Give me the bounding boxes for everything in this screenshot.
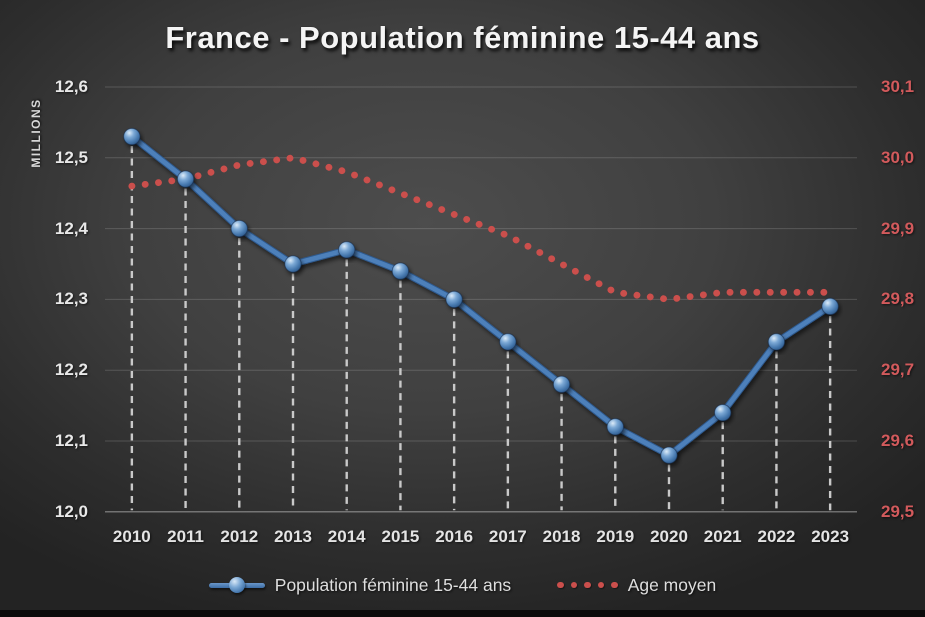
x-axis-tick: 2019 [596, 527, 635, 546]
series-population-markers [123, 127, 839, 464]
series-age-moyen-dotted-line [128, 154, 834, 303]
right-axis-tick: 29,8 [881, 289, 915, 309]
x-axis-tick: 2021 [703, 527, 742, 546]
right-axis-tick: 29,7 [881, 360, 915, 380]
legend-label-population: Population féminine 15-44 ans [274, 574, 512, 595]
age-moyen-dots [128, 154, 834, 303]
data-point-marker [391, 262, 410, 280]
data-point-marker [123, 127, 141, 146]
left-axis-tick: 12,2 [54, 360, 88, 380]
x-axis-tick: 2014 [327, 527, 366, 546]
x-axis-tick: 2023 [811, 527, 850, 546]
right-axis-tick: 29,9 [881, 218, 915, 238]
x-axis-tick: 2011 [167, 527, 204, 546]
gridlines [105, 86, 857, 442]
left-axis-tick: 12,0 [54, 501, 88, 521]
left-axis-tick: 12,5 [54, 147, 88, 167]
left-axis-tick: 12,4 [54, 218, 88, 238]
data-point-marker [338, 241, 356, 259]
data-point-marker [552, 375, 571, 394]
x-axis-tick: 2018 [542, 527, 581, 546]
x-axis-tick: 2022 [757, 527, 796, 546]
chart-title: France - Population féminine 15-44 ans [165, 20, 760, 55]
left-axis-tick: 12,3 [54, 289, 88, 309]
data-point-marker [445, 290, 463, 309]
legend-item-age-moyen: Age moyen [557, 575, 716, 596]
data-point-marker [176, 170, 195, 188]
blue-line-marker-icon [208, 577, 265, 593]
red-dots-icon [557, 581, 618, 589]
x-axis-tick: 2016 [435, 527, 474, 546]
series-population-line [128, 133, 834, 459]
right-axis-tick: 29,6 [881, 431, 915, 450]
data-point-marker [660, 446, 678, 464]
data-point-marker [714, 403, 732, 422]
left-axis-tick: 12,6 [54, 77, 88, 96]
legend-item-population: Population féminine 15-44 ans [208, 574, 512, 596]
x-axis-tick: 2013 [274, 527, 312, 546]
drop-lines [130, 146, 832, 511]
x-axis-tick: 2010 [112, 527, 151, 546]
data-point-marker [499, 333, 517, 351]
data-point-marker [821, 297, 839, 316]
bottom-black-strip [0, 610, 925, 617]
legend-label-age-moyen: Age moyen [627, 574, 717, 595]
x-axis-tick: 2012 [220, 527, 259, 546]
data-point-marker [230, 219, 248, 238]
data-point-marker [284, 255, 302, 273]
chart-legend: Population féminine 15-44 ans Age moyen [0, 570, 925, 600]
data-point-marker [606, 418, 624, 436]
x-axis-tick: 2020 [650, 527, 688, 546]
right-axis-tick: 30,0 [881, 147, 915, 167]
right-axis-tick: 29,5 [881, 501, 915, 521]
population-line [129, 134, 833, 458]
right-axis-tick: 30,1 [881, 77, 915, 96]
x-axis-tick: 2017 [488, 527, 527, 546]
x-axis-tick: 2015 [381, 527, 420, 546]
data-point-marker [767, 333, 786, 351]
left-axis-tick: 12,1 [54, 431, 88, 450]
